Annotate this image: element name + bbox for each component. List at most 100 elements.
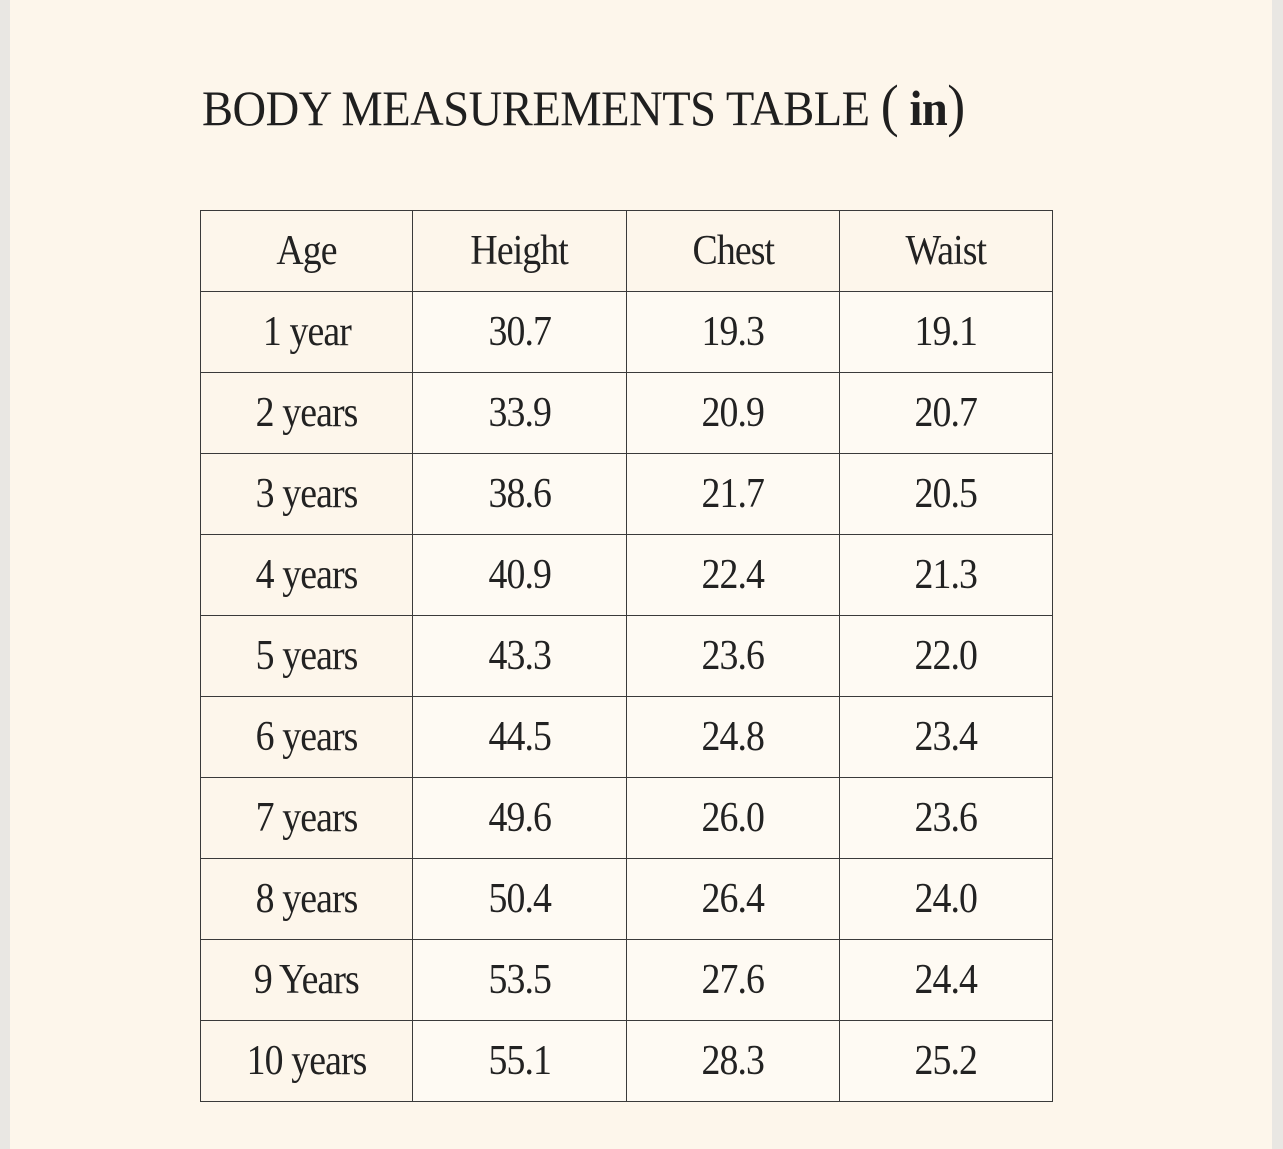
table-row: 10 years 55.1 28.3 25.2: [200, 1020, 1053, 1102]
value-text: 30.7: [488, 309, 551, 355]
header-text: Height: [470, 228, 569, 274]
value-text: 22.0: [914, 633, 978, 679]
value-cell: 26.0: [626, 777, 840, 859]
age-cell: 3 years: [200, 453, 413, 535]
value-cell: 40.9: [412, 534, 627, 616]
value-cell: 49.6: [412, 777, 627, 859]
measurements-table: Age Height Chest Waist 1 year 30.7 19.3 19.1 2 …: [200, 210, 1053, 1102]
value-cell: 33.9: [412, 372, 627, 454]
age-cell: 8 years: [200, 858, 413, 940]
header-text: Age: [276, 228, 337, 274]
value-cell: 24.0: [839, 858, 1053, 940]
value-cell: 24.8: [626, 696, 840, 778]
value-text: 21.3: [914, 552, 978, 598]
value-cell: 20.5: [839, 453, 1053, 535]
value-cell: 19.3: [626, 291, 840, 373]
value-cell: 38.6: [412, 453, 627, 535]
value-text: 22.4: [701, 552, 765, 598]
value-text: 24.8: [701, 714, 765, 760]
age-cell: 2 years: [200, 372, 413, 454]
value-text: 19.1: [914, 309, 978, 355]
age-cell: 10 years: [200, 1020, 413, 1102]
value-cell: 43.3: [412, 615, 627, 697]
table-row: 3 years 38.6 21.7 20.5: [200, 453, 1053, 535]
value-text: 26.0: [701, 795, 765, 841]
value-text: 25.2: [914, 1038, 978, 1084]
table-body: 1 year 30.7 19.3 19.1 2 years 33.9 20.9 20.7 3 y…: [200, 291, 1053, 1102]
title: BODY MEASUREMENTS TABLE ( in): [202, 72, 965, 139]
value-text: 23.6: [701, 633, 765, 679]
value-cell: 55.1: [412, 1020, 627, 1102]
value-cell: 26.4: [626, 858, 840, 940]
value-cell: 23.6: [626, 615, 840, 697]
value-text: 24.0: [914, 876, 978, 922]
header-cell: Age: [200, 210, 413, 292]
age-text: 2 years: [255, 390, 359, 436]
value-text: 44.5: [488, 714, 551, 760]
header-row: Age Height Chest Waist: [200, 210, 1053, 292]
title-paren: (: [880, 73, 899, 138]
value-cell: 23.6: [839, 777, 1053, 859]
value-text: 38.6: [488, 471, 551, 517]
value-text: 20.5: [914, 471, 978, 517]
title-paren: ): [947, 73, 965, 138]
table-row: 7 years 49.6 26.0 23.6: [200, 777, 1053, 859]
value-text: 23.6: [914, 795, 978, 841]
value-text: 33.9: [488, 390, 551, 436]
value-text: 49.6: [488, 795, 551, 841]
value-text: 43.3: [488, 633, 551, 679]
value-cell: 20.7: [839, 372, 1053, 454]
table-row: 4 years 40.9 22.4 21.3: [200, 534, 1053, 616]
header-cell: Height: [412, 210, 627, 292]
age-text: 8 years: [255, 876, 359, 922]
age-cell: 4 years: [200, 534, 413, 616]
value-cell: 20.9: [626, 372, 840, 454]
age-cell: 7 years: [200, 777, 413, 859]
value-cell: 53.5: [412, 939, 627, 1021]
table-row: 1 year 30.7 19.3 19.1: [200, 291, 1053, 373]
title-unit: in: [909, 80, 948, 136]
value-cell: 23.4: [839, 696, 1053, 778]
age-text: 10 years: [246, 1038, 368, 1084]
header-text: Chest: [692, 228, 775, 274]
value-text: 28.3: [701, 1038, 765, 1084]
table-row: 2 years 33.9 20.9 20.7: [200, 372, 1053, 454]
age-text: 6 years: [255, 714, 359, 760]
value-cell: 22.4: [626, 534, 840, 616]
value-cell: 50.4: [412, 858, 627, 940]
value-cell: 27.6: [626, 939, 840, 1021]
value-cell: 21.7: [626, 453, 840, 535]
table-row: 9 Years 53.5 27.6 24.4: [200, 939, 1053, 1021]
table-row: 8 years 50.4 26.4 24.0: [200, 858, 1053, 940]
age-text: 1 year: [262, 309, 351, 355]
age-cell: 6 years: [200, 696, 413, 778]
age-cell: 1 year: [200, 291, 413, 373]
age-text: 7 years: [255, 795, 359, 841]
value-text: 26.4: [701, 876, 765, 922]
value-text: 53.5: [488, 957, 551, 1003]
value-text: 55.1: [488, 1038, 551, 1084]
age-text: 3 years: [255, 471, 359, 517]
table-row: 5 years 43.3 23.6 22.0: [200, 615, 1053, 697]
page: BODY MEASUREMENTS TABLE ( in) Age Height C…: [10, 0, 1272, 1149]
value-text: 20.9: [701, 390, 765, 436]
age-cell: 9 Years: [200, 939, 413, 1021]
value-cell: 25.2: [839, 1020, 1053, 1102]
value-text: 23.4: [914, 714, 978, 760]
value-cell: 24.4: [839, 939, 1053, 1021]
value-text: 40.9: [488, 552, 551, 598]
value-text: 21.7: [701, 471, 765, 517]
value-cell: 30.7: [412, 291, 627, 373]
age-text: 5 years: [255, 633, 359, 679]
value-cell: 44.5: [412, 696, 627, 778]
value-cell: 19.1: [839, 291, 1053, 373]
age-cell: 5 years: [200, 615, 413, 697]
value-cell: 21.3: [839, 534, 1053, 616]
value-text: 27.6: [701, 957, 765, 1003]
header-text: Waist: [905, 228, 988, 274]
value-text: 19.3: [701, 309, 765, 355]
age-text: 4 years: [255, 552, 359, 598]
value-cell: 28.3: [626, 1020, 840, 1102]
value-text: 50.4: [488, 876, 551, 922]
